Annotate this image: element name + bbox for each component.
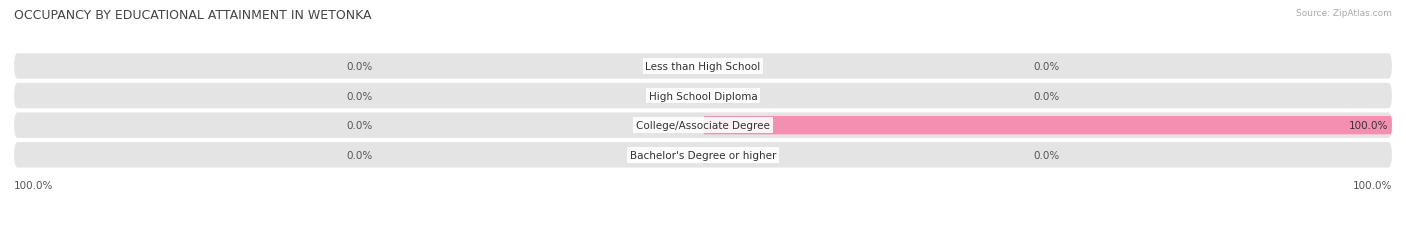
- FancyBboxPatch shape: [703, 116, 1392, 135]
- Text: 0.0%: 0.0%: [346, 62, 373, 72]
- Text: Bachelor's Degree or higher: Bachelor's Degree or higher: [630, 150, 776, 160]
- Text: 0.0%: 0.0%: [1033, 91, 1060, 101]
- Text: Source: ZipAtlas.com: Source: ZipAtlas.com: [1296, 9, 1392, 18]
- Text: 100.0%: 100.0%: [14, 180, 53, 190]
- Text: OCCUPANCY BY EDUCATIONAL ATTAINMENT IN WETONKA: OCCUPANCY BY EDUCATIONAL ATTAINMENT IN W…: [14, 9, 371, 22]
- Text: High School Diploma: High School Diploma: [648, 91, 758, 101]
- Text: 0.0%: 0.0%: [1033, 150, 1060, 160]
- FancyBboxPatch shape: [14, 83, 1392, 109]
- Text: 100.0%: 100.0%: [1350, 121, 1389, 131]
- Text: 0.0%: 0.0%: [1033, 62, 1060, 72]
- Text: 0.0%: 0.0%: [346, 121, 373, 131]
- Text: 0.0%: 0.0%: [346, 91, 373, 101]
- Text: 100.0%: 100.0%: [1353, 180, 1392, 190]
- FancyBboxPatch shape: [14, 143, 1392, 168]
- Text: College/Associate Degree: College/Associate Degree: [636, 121, 770, 131]
- FancyBboxPatch shape: [14, 54, 1392, 79]
- FancyBboxPatch shape: [14, 113, 1392, 138]
- Text: Less than High School: Less than High School: [645, 62, 761, 72]
- Text: 0.0%: 0.0%: [346, 150, 373, 160]
